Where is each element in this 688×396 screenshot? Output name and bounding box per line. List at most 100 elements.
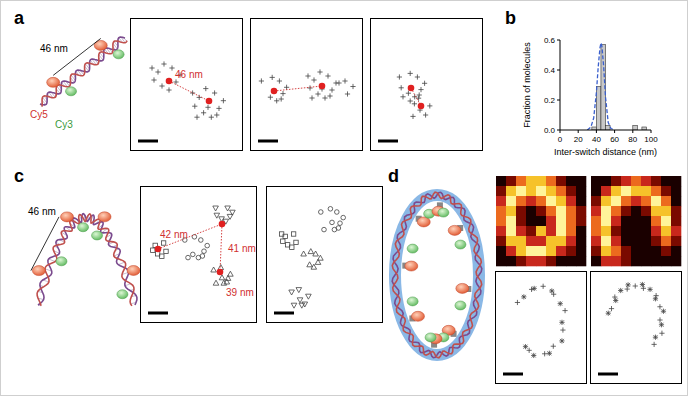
- centroid: [206, 98, 213, 105]
- pixel: [496, 236, 506, 246]
- pixel: [661, 196, 671, 206]
- localization: [284, 85, 289, 90]
- pixel: [506, 236, 516, 246]
- pixel: [536, 186, 546, 196]
- y-tick-label: 0.0: [544, 126, 556, 135]
- pixel: [556, 186, 566, 196]
- pixel: [671, 186, 681, 196]
- localization: [541, 284, 546, 289]
- scale-bar: [503, 373, 523, 376]
- localization: [559, 338, 564, 343]
- pixel: [641, 186, 651, 196]
- cy5-dye: [32, 266, 45, 276]
- localization: [345, 91, 350, 96]
- localization: [625, 286, 630, 291]
- pixel: [556, 226, 566, 236]
- pixel: [526, 236, 536, 246]
- scale-bar: [148, 312, 168, 315]
- diagram-c: [31, 212, 140, 306]
- localization: [606, 311, 611, 316]
- pixel: [641, 256, 651, 266]
- pixel: [631, 256, 641, 266]
- localization: [219, 275, 225, 280]
- pixel: [576, 186, 586, 196]
- localization: [205, 105, 210, 110]
- localization: [418, 87, 423, 92]
- pixel: [526, 246, 536, 256]
- pixel: [651, 256, 661, 266]
- frame-c1: 42 nm41 nm39 nm: [141, 187, 257, 323]
- localization: [186, 255, 191, 260]
- localization: [230, 210, 236, 215]
- pixel: [546, 196, 556, 206]
- pixel: [506, 206, 516, 216]
- y-tick: [557, 40, 560, 41]
- pixel: [591, 196, 601, 206]
- localization: [302, 302, 308, 307]
- pixel: [621, 206, 631, 216]
- pixel: [651, 206, 661, 216]
- localization: [336, 226, 341, 231]
- pixel: [651, 236, 661, 246]
- panel-letter: a: [14, 8, 25, 28]
- pixel: [556, 246, 566, 256]
- localization: [618, 288, 623, 293]
- distance-annotation: 46 nm: [175, 69, 203, 80]
- pixel: [546, 246, 556, 256]
- localization: [338, 221, 343, 226]
- scale-bar: [138, 140, 158, 143]
- localization: [151, 248, 155, 252]
- localization: [427, 103, 432, 108]
- strand: [37, 214, 134, 306]
- panel-letter: d: [388, 166, 399, 186]
- localization: [330, 220, 335, 225]
- pixel: [526, 206, 536, 216]
- pixel: [601, 226, 611, 236]
- localization: [547, 351, 552, 356]
- pixel: [526, 216, 536, 226]
- localization: [325, 73, 330, 78]
- x-tick: [651, 130, 652, 133]
- localization: [166, 87, 171, 92]
- distance-line: [31, 217, 59, 271]
- localization: [322, 95, 327, 100]
- figure-border: [1, 1, 688, 396]
- centroid: [271, 88, 278, 95]
- scale-bar: [378, 140, 398, 143]
- pixel: [651, 246, 661, 256]
- pixel: [631, 206, 641, 216]
- localization: [169, 65, 174, 70]
- localization: [659, 331, 664, 336]
- localization: [562, 308, 567, 313]
- pixel: [611, 256, 621, 266]
- localization: [194, 115, 199, 120]
- pixel: [611, 246, 621, 256]
- pixel: [641, 236, 651, 246]
- pixel: [601, 216, 611, 226]
- pixel: [611, 176, 621, 186]
- pixel: [566, 196, 576, 206]
- pixel: [611, 216, 621, 226]
- pixel: [516, 176, 526, 186]
- pixel: [651, 216, 661, 226]
- localization: [279, 232, 283, 236]
- pixel: [536, 236, 546, 246]
- cy3-dye: [113, 50, 124, 59]
- x-axis-label: Inter-switch distance (nm): [554, 147, 657, 157]
- y-tick-label: 0.2: [544, 96, 556, 105]
- localization: [290, 245, 294, 249]
- frame-a3: [371, 19, 483, 151]
- frame: [267, 187, 383, 323]
- scale-bar: [598, 373, 618, 376]
- cy3-dye: [56, 257, 67, 266]
- pixel: [576, 176, 586, 186]
- cy5-dye: [98, 212, 111, 222]
- centroid: [166, 78, 173, 85]
- plot-area: [587, 43, 646, 130]
- frame: [496, 272, 587, 384]
- cy3-dye: [455, 301, 466, 310]
- localization: [305, 73, 310, 78]
- pixel: [621, 226, 631, 236]
- x-axis: [560, 130, 651, 131]
- pixel: [566, 216, 576, 226]
